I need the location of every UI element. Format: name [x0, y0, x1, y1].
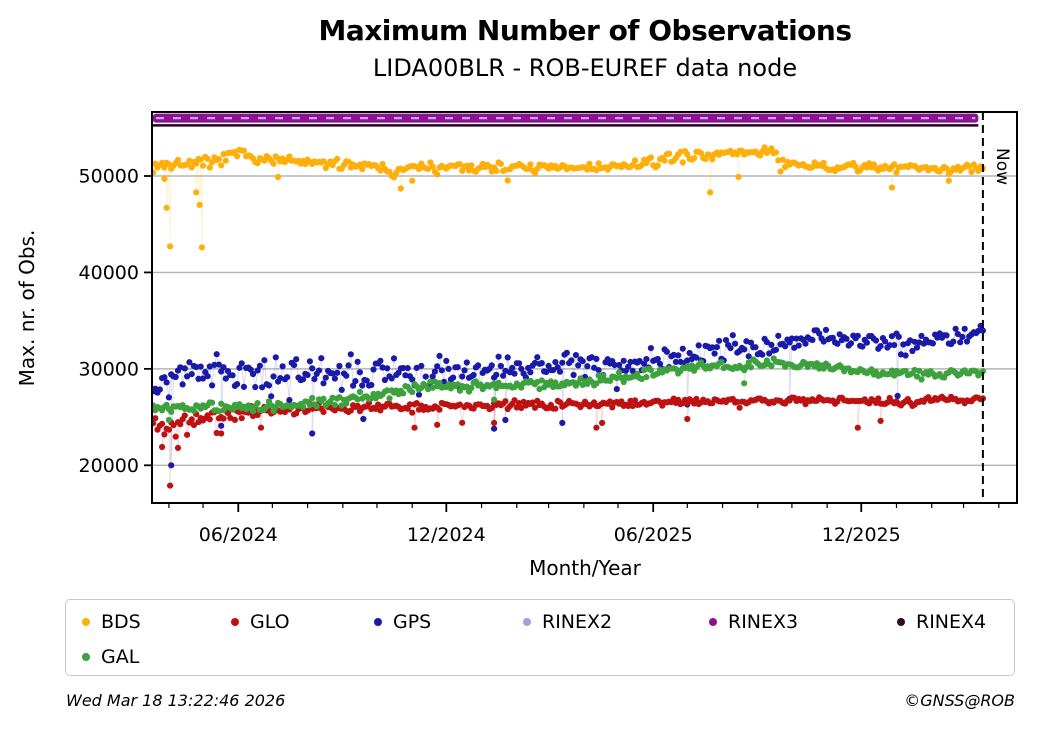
legend-item-rinex3: RINEX3 — [709, 609, 897, 635]
legend-item-rinex4: RINEX4 — [897, 609, 1014, 635]
legend-item-rinex2: RINEX2 — [523, 609, 709, 635]
series-gal — [152, 355, 987, 424]
svg-text:30000: 30000 — [79, 358, 139, 380]
rinex4-marker-icon — [897, 618, 905, 626]
legend-item-glo: GLO — [231, 609, 374, 635]
plot-border — [151, 111, 1018, 504]
gal-marker-icon — [82, 653, 90, 661]
legend-item-gps: GPS — [374, 609, 523, 635]
svg-text:06/2024: 06/2024 — [199, 524, 278, 546]
glo-marker-icon — [231, 618, 239, 626]
bds-marker-icon — [82, 618, 90, 626]
timestamp: Wed Mar 18 13:22:46 2026 — [66, 691, 286, 710]
legend-item-gal: GAL — [82, 644, 231, 670]
axis-tick-labels: 20000 30000 40000 50000 06/2024 12/2024 06/202… — [79, 166, 901, 547]
svg-text:06/2025: 06/2025 — [614, 524, 693, 546]
credit: ©GNSS@ROB — [904, 691, 1015, 710]
scatter-plot: 20000 30000 40000 50000 06/2024 12/2024 06/202… — [79, 111, 1018, 547]
data-points-layer — [152, 113, 987, 489]
y-axis-label: Max. nr. of Obs. — [15, 229, 39, 387]
legend-item-bds: BDS — [82, 609, 231, 635]
gridlines — [153, 175, 1017, 466]
legend-label: BDS — [101, 611, 141, 633]
svg-text:12/2025: 12/2025 — [822, 524, 901, 546]
svg-text:40000: 40000 — [79, 262, 139, 284]
svg-text:12/2024: 12/2024 — [407, 524, 486, 546]
legend-label: RINEX4 — [916, 611, 987, 633]
series-gps — [152, 322, 987, 469]
svg-text:20000: 20000 — [79, 455, 139, 477]
rinex3-marker-icon — [709, 618, 717, 626]
axis-ticks — [144, 175, 1000, 512]
chart-title: Maximum Number of Observations — [318, 14, 852, 47]
svg-text:50000: 50000 — [79, 166, 139, 188]
legend-label: RINEX3 — [728, 611, 799, 633]
legend-label: GLO — [250, 611, 290, 633]
chart-subtitle: LIDA00BLR - ROB-EUREF data node — [372, 54, 798, 82]
legend-label: GAL — [101, 646, 140, 668]
legend-label: GPS — [393, 611, 432, 633]
legend-label: RINEX2 — [542, 611, 613, 633]
now-label: Now — [992, 148, 1012, 185]
rinex2-marker-icon — [523, 618, 531, 626]
x-axis-label: Month/Year — [529, 556, 641, 580]
gps-marker-icon — [374, 618, 382, 626]
series-bds — [152, 144, 987, 251]
legend: BDS GLO GPS RINEX2 RINEX3 RINEX4 GAL — [65, 599, 1015, 676]
